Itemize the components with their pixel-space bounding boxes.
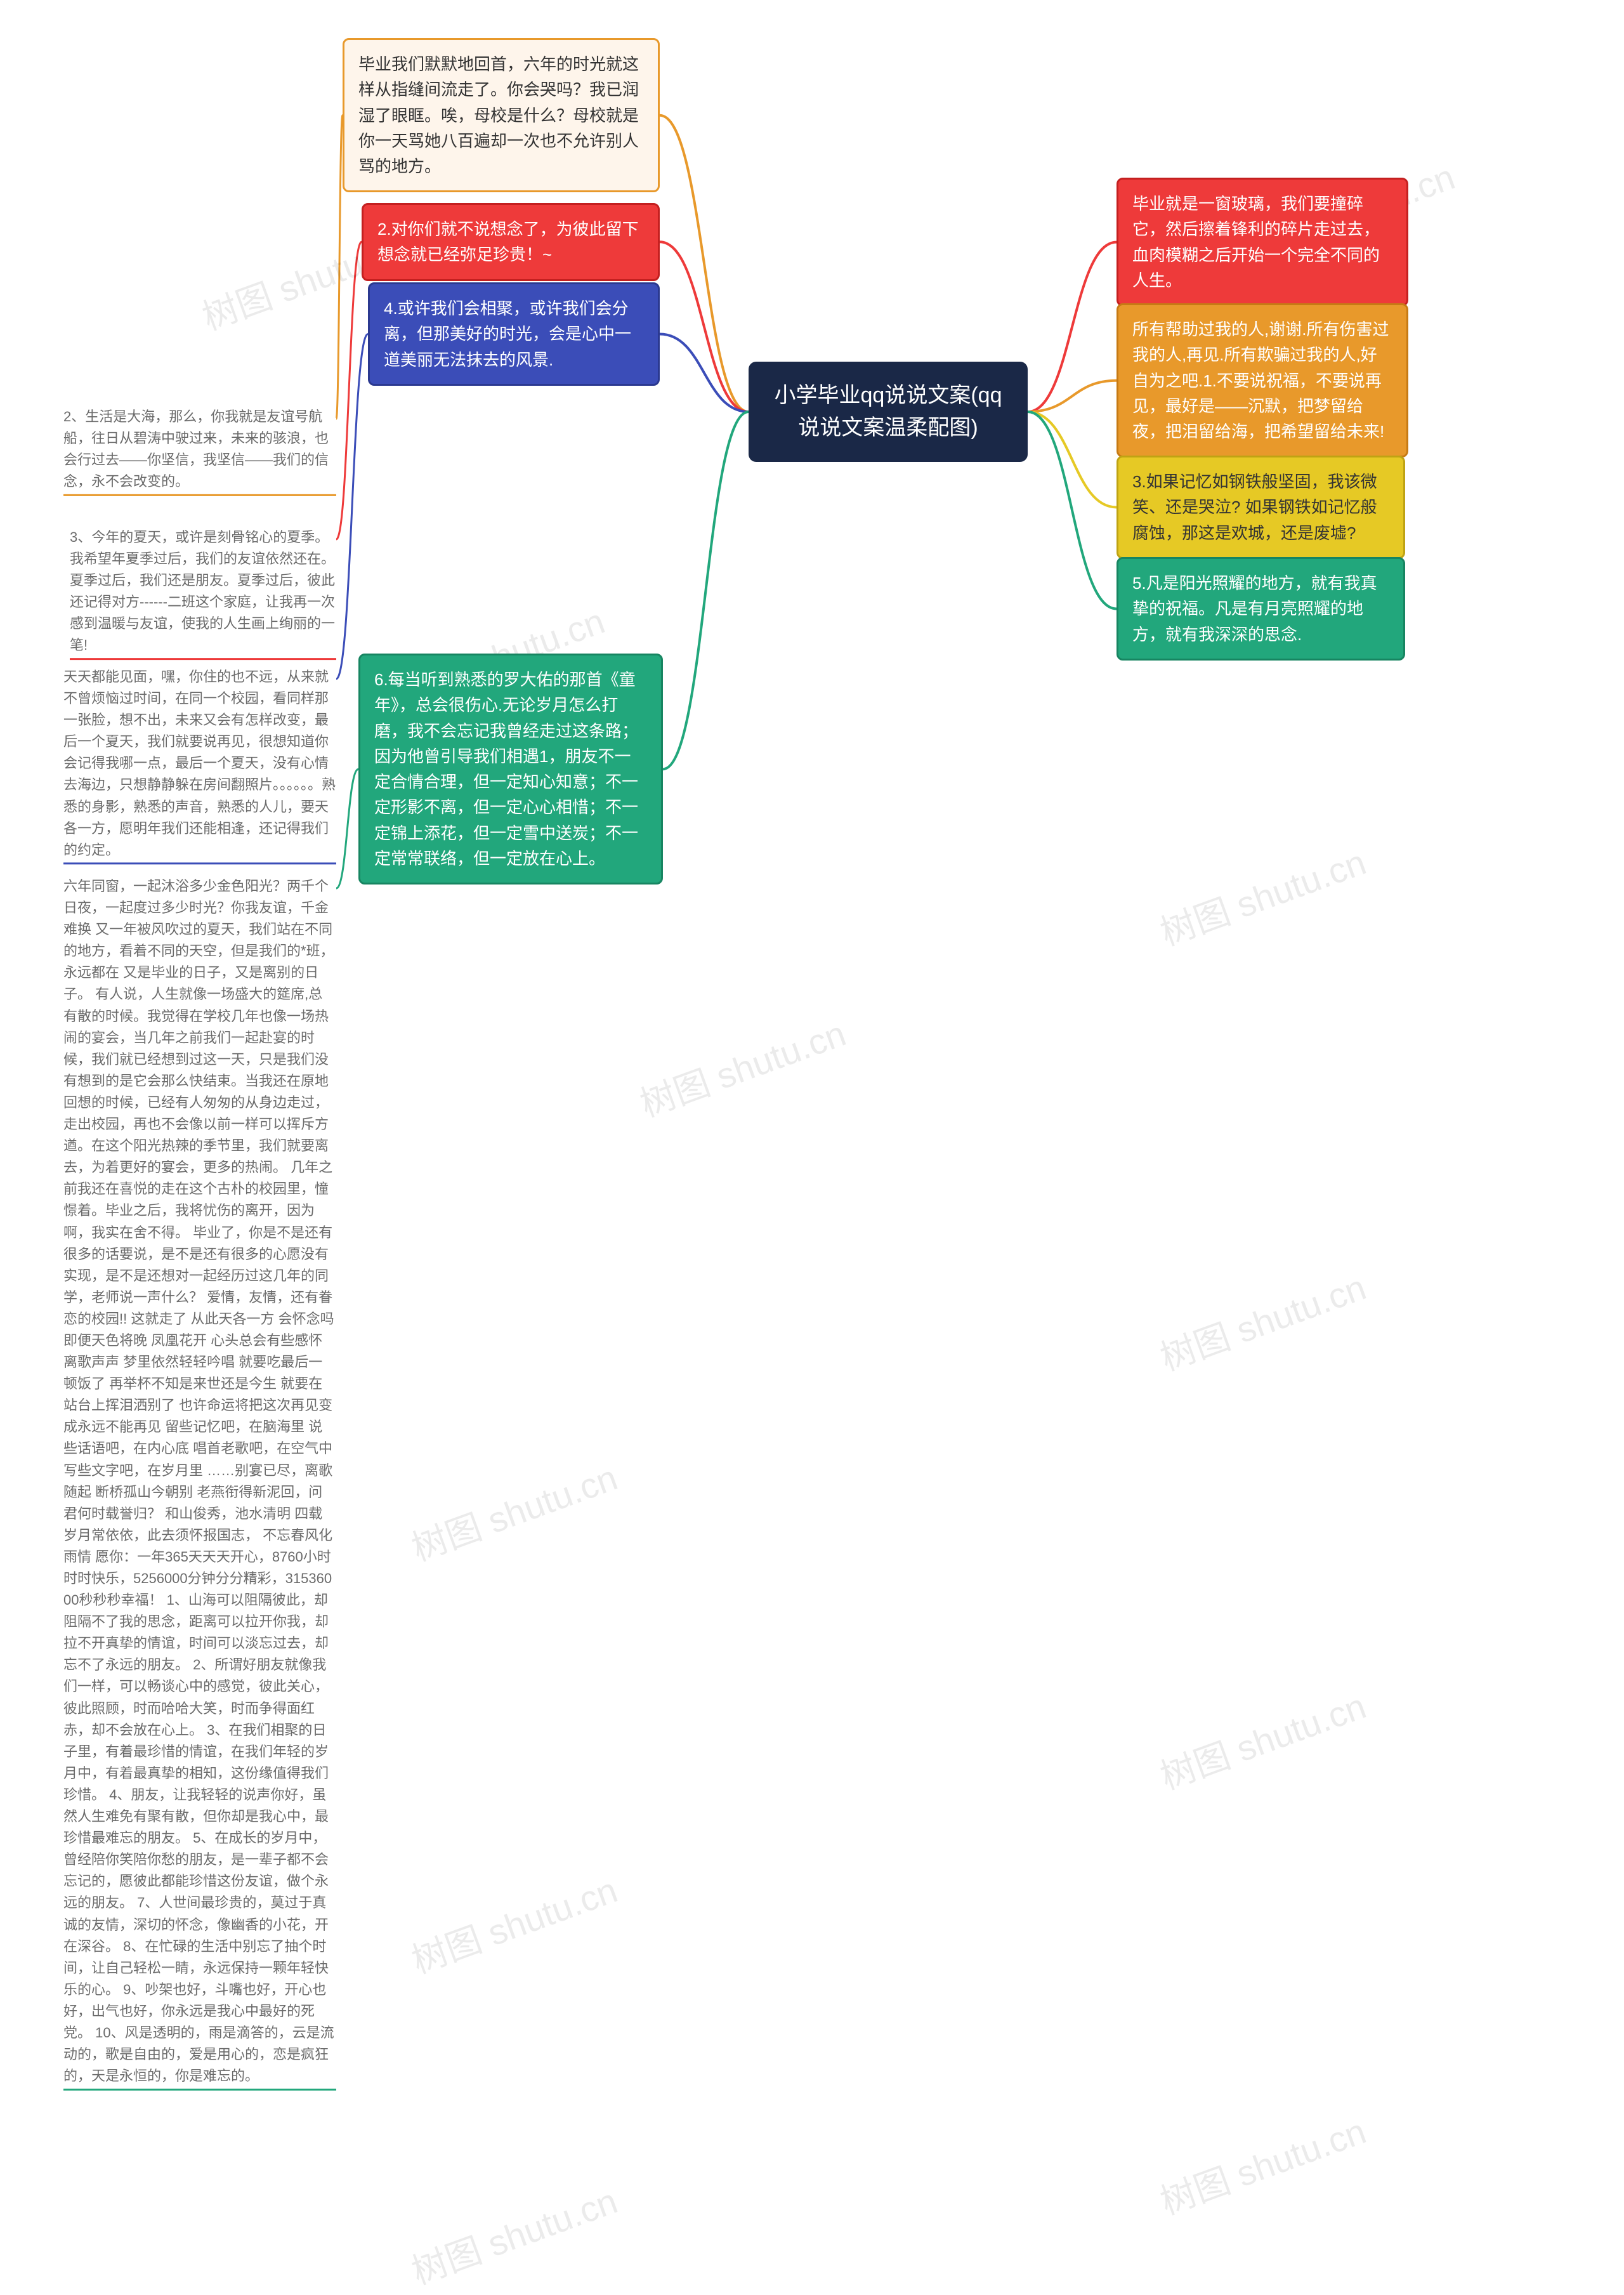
watermark: 树图 shutu.cn	[1152, 2103, 1372, 2225]
branch-node[interactable]: 毕业就是一窗玻璃，我们要撞碎它，然后擦着锋利的碎片走过去，血肉模糊之后开始一个完…	[1116, 178, 1408, 306]
branch-node[interactable]: 6.每当听到熟悉的罗大佑的那首《童年》，总会很伤心.无论岁月怎么打磨，我不会忘记…	[358, 654, 663, 884]
branch-node[interactable]: 3.如果记忆如钢铁般坚固，我该微笑、还是哭泣? 如果钢铁如记忆般腐蚀，那这是欢城…	[1116, 456, 1405, 559]
branch-node[interactable]: 所有帮助过我的人,谢谢.所有伤害过我的人,再见.所有欺骗过我的人,好自为之吧.1…	[1116, 303, 1408, 457]
branch-node[interactable]: 5.凡是阳光照耀的地方，就有我真挚的祝福。凡是有月亮照耀的地方，就有我深深的思念…	[1116, 557, 1405, 661]
leaf-text: 2、生活是大海，那么，你我就是友谊号航船，往日从碧涛中驶过来，未来的骇浪，也会行…	[63, 406, 336, 492]
branch-node[interactable]: 毕业我们默默地回首，六年的时光就这样从指缝间流走了。你会哭吗？我已润湿了眼眶。唉…	[343, 38, 660, 192]
watermark: 树图 shutu.cn	[403, 2173, 624, 2294]
watermark: 树图 shutu.cn	[1152, 1259, 1372, 1381]
watermark: 树图 shutu.cn	[403, 1449, 624, 1571]
leaf-text: 天天都能见面，嘿，你住的也不远，从来就不曾烦恼过时间，在同一个校园，看同样那一张…	[63, 666, 336, 861]
branch-node[interactable]: 4.或许我们会相聚，或许我们会分离，但那美好的时光，会是心中一道美丽无法抹去的风…	[368, 282, 660, 386]
watermark: 树图 shutu.cn	[1152, 834, 1372, 956]
leaf-text: 六年同窗，一起沐浴多少金色阳光？两千个日夜，一起度过多少时光？你我友谊，千金难换…	[63, 876, 336, 2087]
branch-node[interactable]: 2.对你们就不说想念了，为彼此留下想念就已经弥足珍贵！~	[362, 203, 660, 281]
watermark: 树图 shutu.cn	[1152, 1678, 1372, 1799]
watermark: 树图 shutu.cn	[403, 1862, 624, 1983]
leaf-text: 3、今年的夏天，或许是刻骨铭心的夏季。我希望年夏季过后，我们的友谊依然还在。夏季…	[70, 527, 336, 657]
center-topic[interactable]: 小学毕业qq说说文案(qq说说文案温柔配图)	[749, 362, 1028, 462]
watermark: 树图 shutu.cn	[632, 1005, 852, 1127]
